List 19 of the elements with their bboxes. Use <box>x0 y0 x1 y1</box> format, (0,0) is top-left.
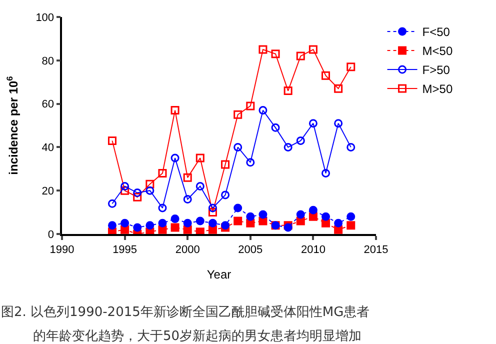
x-tick-label: 2010 <box>300 244 326 256</box>
x-tick-label: 2000 <box>175 244 200 256</box>
y-tick-label: 20 <box>42 185 54 198</box>
legend-label: M>50 <box>422 82 453 96</box>
y-tick-label: 60 <box>42 98 54 111</box>
legend-label: F>50 <box>422 63 450 78</box>
x-tick-label: 1990 <box>50 244 74 256</box>
x-tick-label: 2005 <box>238 244 263 256</box>
caption: 图2. 以色列1990-2015年新诊断全国乙酰胆碱受体阳性MG患者 <box>1 305 370 320</box>
x-tick-label: 1995 <box>112 244 138 256</box>
y-tick-label: 100 <box>36 12 54 24</box>
x-tick-label: 2015 <box>364 244 388 256</box>
legend-label: M<50 <box>422 44 453 58</box>
y-tick-label: 40 <box>42 142 54 154</box>
x-axis-title: Year <box>206 267 232 282</box>
legend-label: F<50 <box>422 25 450 40</box>
y-tick-label: 80 <box>42 55 54 68</box>
text: 的年龄变化趋势，大于50岁新起病的男女患者均明显增加 <box>33 329 362 344</box>
y-tick-label: 0 <box>48 228 54 241</box>
